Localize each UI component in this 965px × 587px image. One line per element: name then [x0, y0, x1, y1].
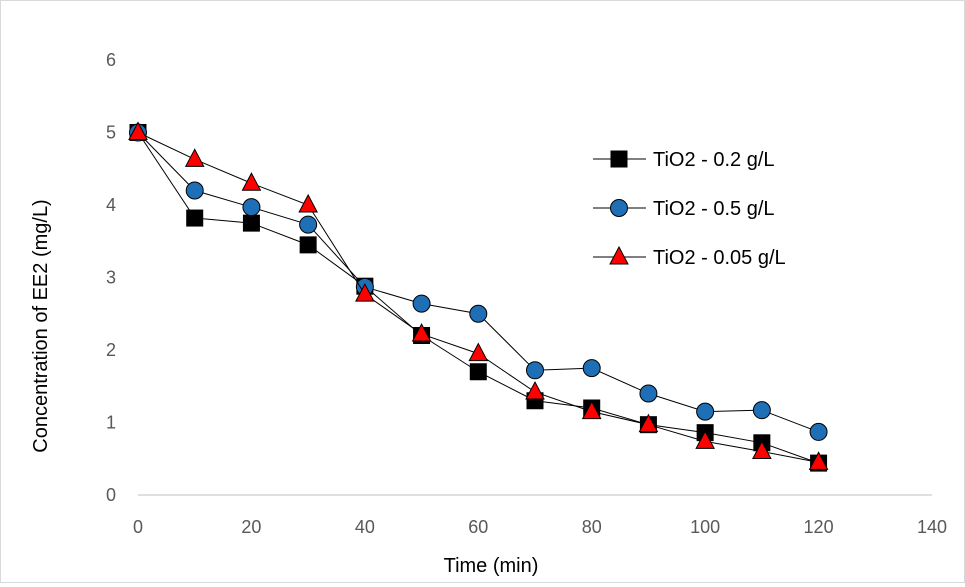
y-tick-label: 6 — [106, 50, 116, 70]
x-tick-label: 0 — [133, 517, 143, 537]
series-line — [137, 132, 819, 463]
data-point-triangle — [808, 451, 829, 470]
y-tick-label: 0 — [106, 485, 116, 505]
y-tick-label: 4 — [106, 195, 116, 215]
data-point-square — [242, 214, 260, 232]
data-point-triangle — [128, 121, 148, 140]
data-point-square — [299, 236, 317, 254]
x-tick-label: 120 — [804, 517, 834, 537]
x-axis-title: Time (min) — [444, 555, 539, 577]
y-tick-label: 1 — [106, 413, 116, 433]
y-tick-label: 5 — [106, 123, 116, 143]
data-point-circle — [809, 422, 828, 441]
data-point-circle — [526, 361, 544, 380]
legend-marker-circle — [610, 199, 628, 217]
data-point-circle — [582, 359, 601, 378]
data-point-triangle — [695, 430, 715, 449]
data-point-circle — [242, 198, 261, 217]
legend-marker-triangle — [609, 245, 629, 265]
data-point-square — [186, 209, 204, 227]
x-tick-label: 20 — [241, 517, 261, 537]
data-point-square — [469, 363, 487, 381]
data-point-circle — [469, 304, 488, 323]
data-point-triangle — [241, 172, 262, 191]
y-axis-ticks: 0 1 2 3 4 5 6 — [106, 50, 116, 505]
x-axis-ticks: 0 20 40 60 80 100 120 140 — [133, 517, 947, 537]
x-tick-label: 80 — [582, 517, 602, 537]
data-point-triangle — [525, 380, 545, 400]
legend-marker-square — [610, 150, 628, 168]
legend-label: TiO2 - 0.2 g/L — [653, 149, 775, 171]
x-tick-label: 140 — [917, 517, 947, 537]
data-point-triangle — [752, 440, 772, 459]
data-point-triangle — [184, 148, 205, 167]
y-tick-label: 2 — [106, 340, 116, 360]
legend-item: TiO2 - 0.05 g/L — [593, 245, 786, 269]
series-line — [137, 132, 819, 433]
data-point-circle — [696, 402, 715, 421]
legend: TiO2 - 0.2 g/L TiO2 - 0.5 g/L TiO2 - 0.05 … — [593, 149, 786, 269]
x-tick-label: 40 — [355, 517, 375, 537]
data-point-circle — [299, 215, 318, 234]
data-point-triangle — [355, 283, 375, 302]
data-point-triangle — [411, 322, 432, 342]
data-point-circle — [412, 294, 431, 313]
x-tick-label: 100 — [690, 517, 720, 537]
data-point-circle — [639, 384, 658, 403]
legend-label: TiO2 - 0.5 g/L — [653, 198, 775, 220]
legend-item: TiO2 - 0.5 g/L — [593, 198, 775, 220]
data-point-triangle — [468, 342, 489, 362]
data-point-triangle — [581, 400, 602, 420]
x-tick-label: 60 — [468, 517, 488, 537]
legend-item: TiO2 - 0.2 g/L — [593, 149, 775, 171]
data-point-circle — [752, 401, 771, 420]
series-circle — [129, 123, 828, 441]
y-tick-label: 3 — [106, 268, 116, 288]
series-layer — [128, 121, 829, 472]
legend-label: TiO2 - 0.05 g/L — [653, 247, 786, 269]
data-point-triangle — [298, 193, 318, 213]
series-line — [137, 132, 819, 464]
data-point-circle — [185, 181, 204, 200]
data-point-triangle — [638, 413, 659, 433]
y-axis-title: Concentration of EE2 (mg/L) — [30, 199, 52, 452]
series-triangle — [128, 121, 829, 470]
